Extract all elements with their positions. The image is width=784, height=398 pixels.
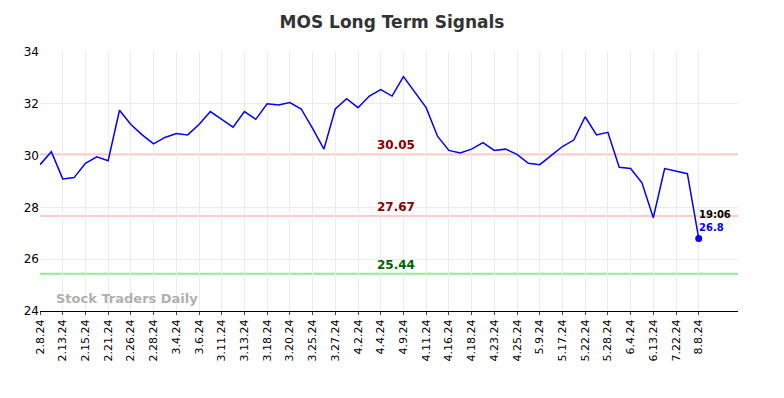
svg-text:2.13.24: 2.13.24 [56, 319, 69, 361]
svg-text:24: 24 [24, 304, 39, 318]
svg-text:4.25.24: 4.25.24 [511, 319, 524, 361]
svg-text:Stock Traders Daily: Stock Traders Daily [56, 291, 198, 306]
svg-text:8.8.24: 8.8.24 [692, 319, 705, 354]
svg-text:4.4.24: 4.4.24 [374, 319, 387, 354]
svg-text:5.9.24: 5.9.24 [533, 319, 546, 354]
svg-text:30: 30 [24, 149, 39, 163]
svg-text:6.13.24: 6.13.24 [647, 319, 660, 361]
svg-text:26.8: 26.8 [699, 222, 724, 233]
svg-text:3.20.24: 3.20.24 [283, 319, 296, 361]
svg-text:2.26.24: 2.26.24 [124, 319, 137, 361]
svg-text:3.27.24: 3.27.24 [329, 319, 342, 361]
svg-text:3.6.24: 3.6.24 [193, 319, 206, 354]
svg-text:2.8.24: 2.8.24 [34, 319, 47, 354]
svg-text:2.15.24: 2.15.24 [79, 319, 92, 361]
svg-text:25.44: 25.44 [377, 258, 415, 272]
svg-text:3.25.24: 3.25.24 [306, 319, 319, 361]
svg-text:4.11.24: 4.11.24 [420, 319, 433, 361]
svg-text:2.21.24: 2.21.24 [102, 319, 115, 361]
svg-text:5.28.24: 5.28.24 [601, 319, 614, 361]
svg-text:30.05: 30.05 [377, 138, 415, 152]
svg-text:7.22.24: 7.22.24 [670, 319, 683, 361]
svg-text:5.17.24: 5.17.24 [556, 319, 569, 361]
svg-text:4.16.24: 4.16.24 [442, 319, 455, 361]
svg-text:28: 28 [24, 201, 39, 215]
svg-text:34: 34 [24, 45, 39, 59]
svg-text:4.2.24: 4.2.24 [352, 319, 365, 354]
svg-text:2.28.24: 2.28.24 [147, 319, 160, 361]
svg-text:3.18.24: 3.18.24 [261, 319, 274, 361]
svg-text:4.18.24: 4.18.24 [465, 319, 478, 361]
svg-text:27.67: 27.67 [377, 200, 415, 214]
svg-text:19:06: 19:06 [699, 209, 731, 220]
svg-text:MOS Long Term Signals: MOS Long Term Signals [280, 12, 505, 32]
svg-text:26: 26 [24, 252, 39, 266]
svg-text:4.9.24: 4.9.24 [397, 319, 410, 354]
svg-text:3.13.24: 3.13.24 [238, 319, 251, 361]
svg-text:6.4.24: 6.4.24 [624, 319, 637, 354]
svg-text:32: 32 [24, 97, 39, 111]
svg-text:3.11.24: 3.11.24 [215, 319, 228, 361]
svg-text:5.22.24: 5.22.24 [579, 319, 592, 361]
svg-text:3.4.24: 3.4.24 [170, 319, 183, 354]
svg-text:4.23.24: 4.23.24 [488, 319, 501, 361]
